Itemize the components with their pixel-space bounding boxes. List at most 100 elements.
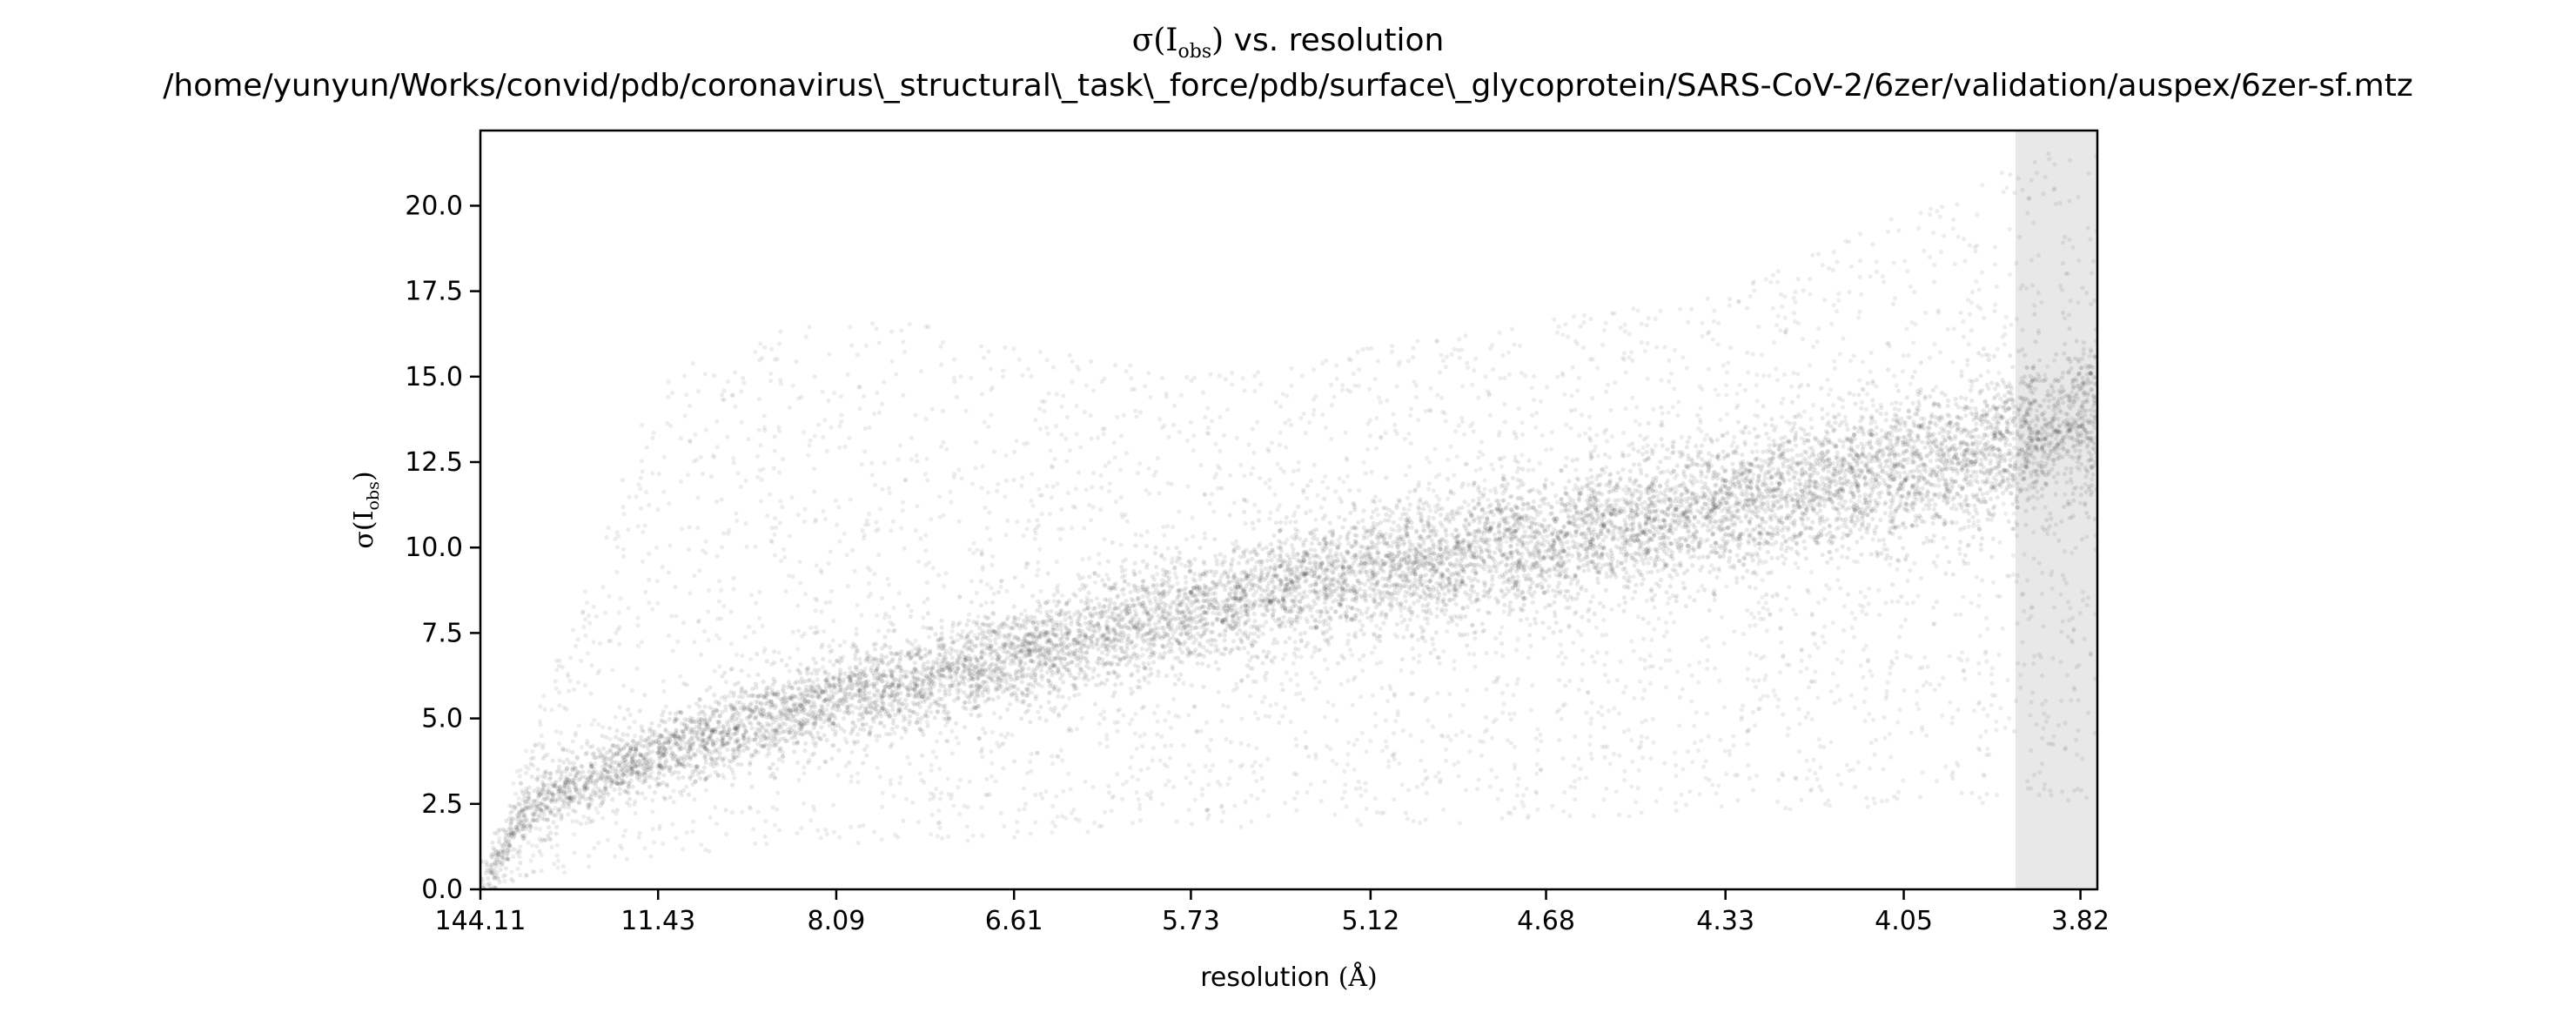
- scatter-point: [1788, 546, 1794, 552]
- scatter-point: [1914, 468, 1920, 473]
- scatter-point: [1883, 431, 1888, 436]
- scatter-point: [1831, 466, 1836, 472]
- scatter-point: [1367, 593, 1372, 599]
- scatter-point: [1932, 262, 1937, 268]
- scatter-point: [2047, 398, 2052, 403]
- scatter-point: [1863, 686, 1868, 692]
- scatter-point: [1535, 488, 1540, 493]
- scatter-point: [1841, 604, 1847, 609]
- scatter-point: [1013, 645, 1019, 650]
- scatter-point: [821, 508, 826, 514]
- scatter-point: [1986, 385, 1991, 392]
- scatter-point: [537, 812, 542, 818]
- scatter-point: [1621, 430, 1627, 435]
- scatter-point: [857, 406, 862, 412]
- scatter-point: [725, 747, 730, 753]
- scatter-point: [824, 832, 829, 837]
- scatter-point: [1178, 632, 1184, 637]
- scatter-point: [1490, 367, 1496, 372]
- scatter-point: [1366, 386, 1372, 392]
- scatter-point: [1466, 651, 1472, 657]
- scatter-point: [1545, 533, 1550, 539]
- scatter-point: [550, 792, 555, 797]
- scatter-point: [2072, 399, 2077, 405]
- scatter-point: [1714, 438, 1720, 443]
- scatter-point: [712, 693, 717, 698]
- scatter-point: [1599, 704, 1604, 710]
- scatter-point: [1349, 653, 1355, 658]
- scatter-point: [1857, 526, 1862, 532]
- scatter-point: [1420, 506, 1426, 512]
- scatter-point: [1770, 272, 1776, 278]
- scatter-point: [936, 688, 942, 694]
- scatter-point: [1406, 464, 1412, 469]
- scatter-point: [1278, 404, 1284, 409]
- scatter-point: [2060, 438, 2065, 443]
- scatter-point: [1985, 746, 1990, 752]
- scatter-point: [820, 642, 825, 647]
- scatter-point: [1099, 485, 1104, 491]
- scatter-point: [2017, 234, 2023, 240]
- scatter-point: [1770, 508, 1775, 513]
- scatter-point: [1793, 491, 1798, 497]
- scatter-point: [1534, 771, 1540, 776]
- scatter-point: [1596, 516, 1601, 521]
- scatter-point: [1280, 687, 1285, 693]
- scatter-point: [812, 489, 817, 494]
- scatter-point: [1199, 792, 1204, 798]
- scatter-point: [2007, 226, 2012, 231]
- scatter-point: [1749, 449, 1755, 454]
- scatter-point: [1302, 630, 1307, 635]
- scatter-point: [1481, 560, 1486, 565]
- scatter-point: [1795, 277, 1801, 282]
- scatter-point: [998, 579, 1003, 584]
- scatter-point: [1840, 405, 1845, 410]
- scatter-point: [1933, 502, 1938, 507]
- scatter-point: [731, 456, 736, 461]
- scatter-point: [1338, 552, 1344, 557]
- scatter-point: [1921, 540, 1926, 546]
- scatter-point: [1142, 665, 1147, 670]
- scatter-point: [1934, 778, 1939, 784]
- scatter-point: [1801, 288, 1806, 293]
- scatter-point: [2039, 673, 2045, 679]
- scatter-point: [1832, 365, 1838, 371]
- scatter-point: [549, 707, 554, 713]
- scatter-point: [1730, 461, 1735, 466]
- scatter-point: [1130, 598, 1136, 603]
- scatter-point: [828, 649, 833, 654]
- scatter-point: [1862, 481, 1868, 486]
- scatter-point: [621, 546, 626, 552]
- scatter-point: [626, 606, 631, 611]
- scatter-point: [1191, 433, 1197, 439]
- scatter-point: [1923, 502, 1929, 508]
- scatter-point: [1508, 717, 1514, 722]
- scatter-point: [1089, 620, 1094, 625]
- scatter-point: [1607, 454, 1613, 460]
- scatter-point: [1460, 384, 1466, 389]
- scatter-point: [836, 505, 842, 510]
- scatter-point: [1984, 792, 1989, 797]
- scatter-point: [1995, 792, 2000, 798]
- scatter-point: [776, 828, 782, 833]
- scatter-point: [614, 569, 620, 574]
- scatter-point: [1171, 403, 1177, 408]
- scatter-point: [1083, 682, 1089, 687]
- scatter-point: [738, 484, 743, 489]
- scatter-point: [1500, 352, 1506, 358]
- scatter-point: [1816, 737, 1821, 742]
- scatter-point: [1709, 563, 1714, 568]
- scatter-point: [1970, 441, 1976, 446]
- scatter-point: [1504, 540, 1509, 545]
- scatter-point: [1974, 378, 1979, 383]
- scatter-point: [1883, 418, 1888, 423]
- scatter-point: [1890, 582, 1895, 587]
- scatter-point: [600, 815, 606, 821]
- scatter-point: [1588, 751, 1593, 756]
- scatter-point: [1093, 580, 1098, 585]
- scatter-point: [1489, 462, 1494, 467]
- scatter-point: [852, 568, 857, 573]
- scatter-point: [989, 366, 994, 372]
- scatter-point: [1311, 407, 1317, 412]
- scatter-point: [1342, 789, 1347, 794]
